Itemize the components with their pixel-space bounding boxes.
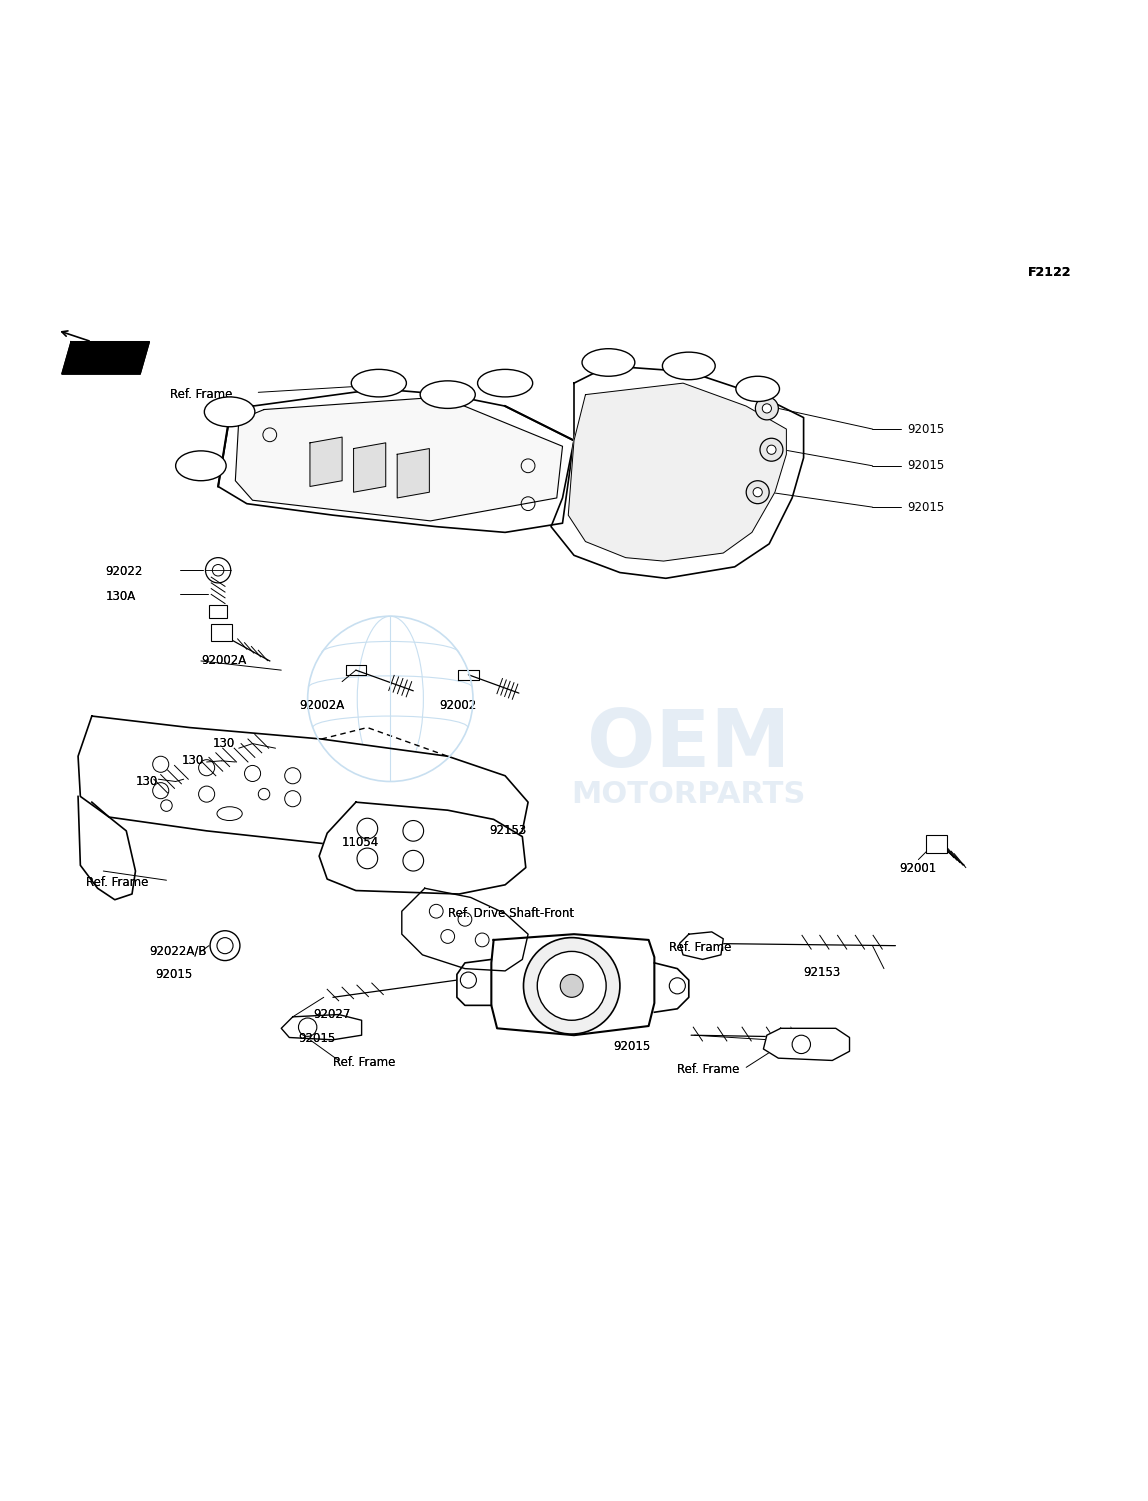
Ellipse shape (582, 348, 635, 377)
Text: 130: 130 (135, 775, 157, 788)
Text: 92001: 92001 (899, 862, 936, 875)
Text: 92002: 92002 (440, 699, 476, 713)
Ellipse shape (351, 369, 406, 396)
Polygon shape (680, 932, 723, 959)
Text: 92022A/B: 92022A/B (149, 946, 207, 958)
Polygon shape (62, 342, 149, 374)
Ellipse shape (420, 381, 475, 408)
FancyBboxPatch shape (211, 624, 232, 641)
Polygon shape (491, 934, 654, 1036)
Text: 92022: 92022 (106, 564, 144, 578)
Text: 130A: 130A (106, 590, 135, 603)
Text: 92002A: 92002A (201, 654, 246, 668)
Text: 11054: 11054 (342, 836, 379, 850)
Circle shape (537, 952, 606, 1021)
Polygon shape (218, 389, 574, 533)
Text: 130: 130 (212, 737, 234, 750)
Circle shape (762, 404, 771, 413)
Polygon shape (310, 437, 342, 486)
Text: OEM: OEM (587, 705, 791, 784)
Text: Ref. Frame: Ref. Frame (333, 1057, 395, 1069)
Text: 92015: 92015 (907, 423, 944, 435)
Polygon shape (397, 449, 429, 498)
Polygon shape (235, 396, 563, 521)
Polygon shape (763, 1028, 850, 1061)
Text: Ref. Frame: Ref. Frame (669, 941, 731, 955)
Text: 92015: 92015 (907, 501, 944, 513)
Circle shape (523, 938, 620, 1034)
Text: 92015: 92015 (613, 1040, 650, 1054)
Circle shape (753, 488, 762, 497)
Polygon shape (78, 716, 528, 856)
Text: 92015: 92015 (298, 1033, 335, 1045)
Text: 92153: 92153 (489, 824, 526, 838)
Text: Ref. Frame: Ref. Frame (677, 1063, 739, 1076)
Ellipse shape (176, 450, 226, 480)
Text: 92022: 92022 (106, 564, 144, 578)
Text: F2122: F2122 (1027, 267, 1071, 279)
Text: Ref. Frame: Ref. Frame (170, 389, 232, 401)
Text: 92015: 92015 (907, 459, 944, 473)
Text: 92027: 92027 (313, 1009, 351, 1021)
FancyBboxPatch shape (926, 836, 947, 853)
Text: 92015: 92015 (613, 1040, 650, 1054)
Ellipse shape (204, 396, 255, 426)
Circle shape (755, 396, 778, 420)
Text: 92001: 92001 (899, 862, 936, 875)
Polygon shape (354, 443, 386, 492)
Text: 92002A: 92002A (300, 699, 344, 713)
Polygon shape (402, 889, 528, 971)
Text: Ref. Frame: Ref. Frame (86, 877, 148, 889)
Text: Ref. Frame: Ref. Frame (669, 941, 731, 955)
Circle shape (767, 446, 776, 455)
FancyBboxPatch shape (209, 605, 227, 618)
Text: 92153: 92153 (804, 965, 840, 979)
Circle shape (760, 438, 783, 461)
Text: FRONT: FRONT (88, 351, 129, 362)
Text: 92022A/B: 92022A/B (149, 946, 207, 958)
Text: 92027: 92027 (313, 1009, 351, 1021)
Text: 92015: 92015 (155, 968, 192, 980)
Text: 92002: 92002 (440, 699, 476, 713)
Text: 130: 130 (181, 755, 203, 767)
Text: Ref. Frame: Ref. Frame (677, 1063, 739, 1076)
Text: Ref. Frame: Ref. Frame (333, 1057, 395, 1069)
Polygon shape (457, 959, 491, 1006)
Polygon shape (654, 962, 689, 1012)
Ellipse shape (736, 377, 779, 401)
Text: F2122: F2122 (1027, 267, 1071, 279)
Circle shape (746, 480, 769, 504)
Text: 92153: 92153 (804, 965, 840, 979)
Ellipse shape (478, 369, 533, 396)
Ellipse shape (662, 353, 715, 380)
Polygon shape (78, 797, 135, 899)
Polygon shape (568, 383, 786, 561)
Text: Ref. Drive Shaft-Front: Ref. Drive Shaft-Front (448, 907, 574, 920)
Polygon shape (319, 802, 526, 895)
Text: Ref. Drive Shaft-Front: Ref. Drive Shaft-Front (448, 907, 574, 920)
Text: 130A: 130A (106, 590, 135, 603)
Circle shape (560, 974, 583, 997)
Polygon shape (551, 366, 804, 578)
Text: 11054: 11054 (342, 836, 379, 850)
Text: Ref. Frame: Ref. Frame (86, 877, 148, 889)
Ellipse shape (217, 806, 242, 821)
Text: 92153: 92153 (489, 824, 526, 838)
Text: 92015: 92015 (298, 1033, 335, 1045)
Text: 92002A: 92002A (300, 699, 344, 713)
Text: 130: 130 (212, 737, 234, 750)
Text: 130: 130 (181, 755, 203, 767)
Polygon shape (281, 1015, 362, 1040)
Text: 92015: 92015 (155, 968, 192, 980)
Text: Ref. Frame: Ref. Frame (170, 389, 232, 401)
Text: MOTORPARTS: MOTORPARTS (572, 779, 806, 809)
Text: 130: 130 (135, 775, 157, 788)
Text: 92002A: 92002A (201, 654, 246, 668)
